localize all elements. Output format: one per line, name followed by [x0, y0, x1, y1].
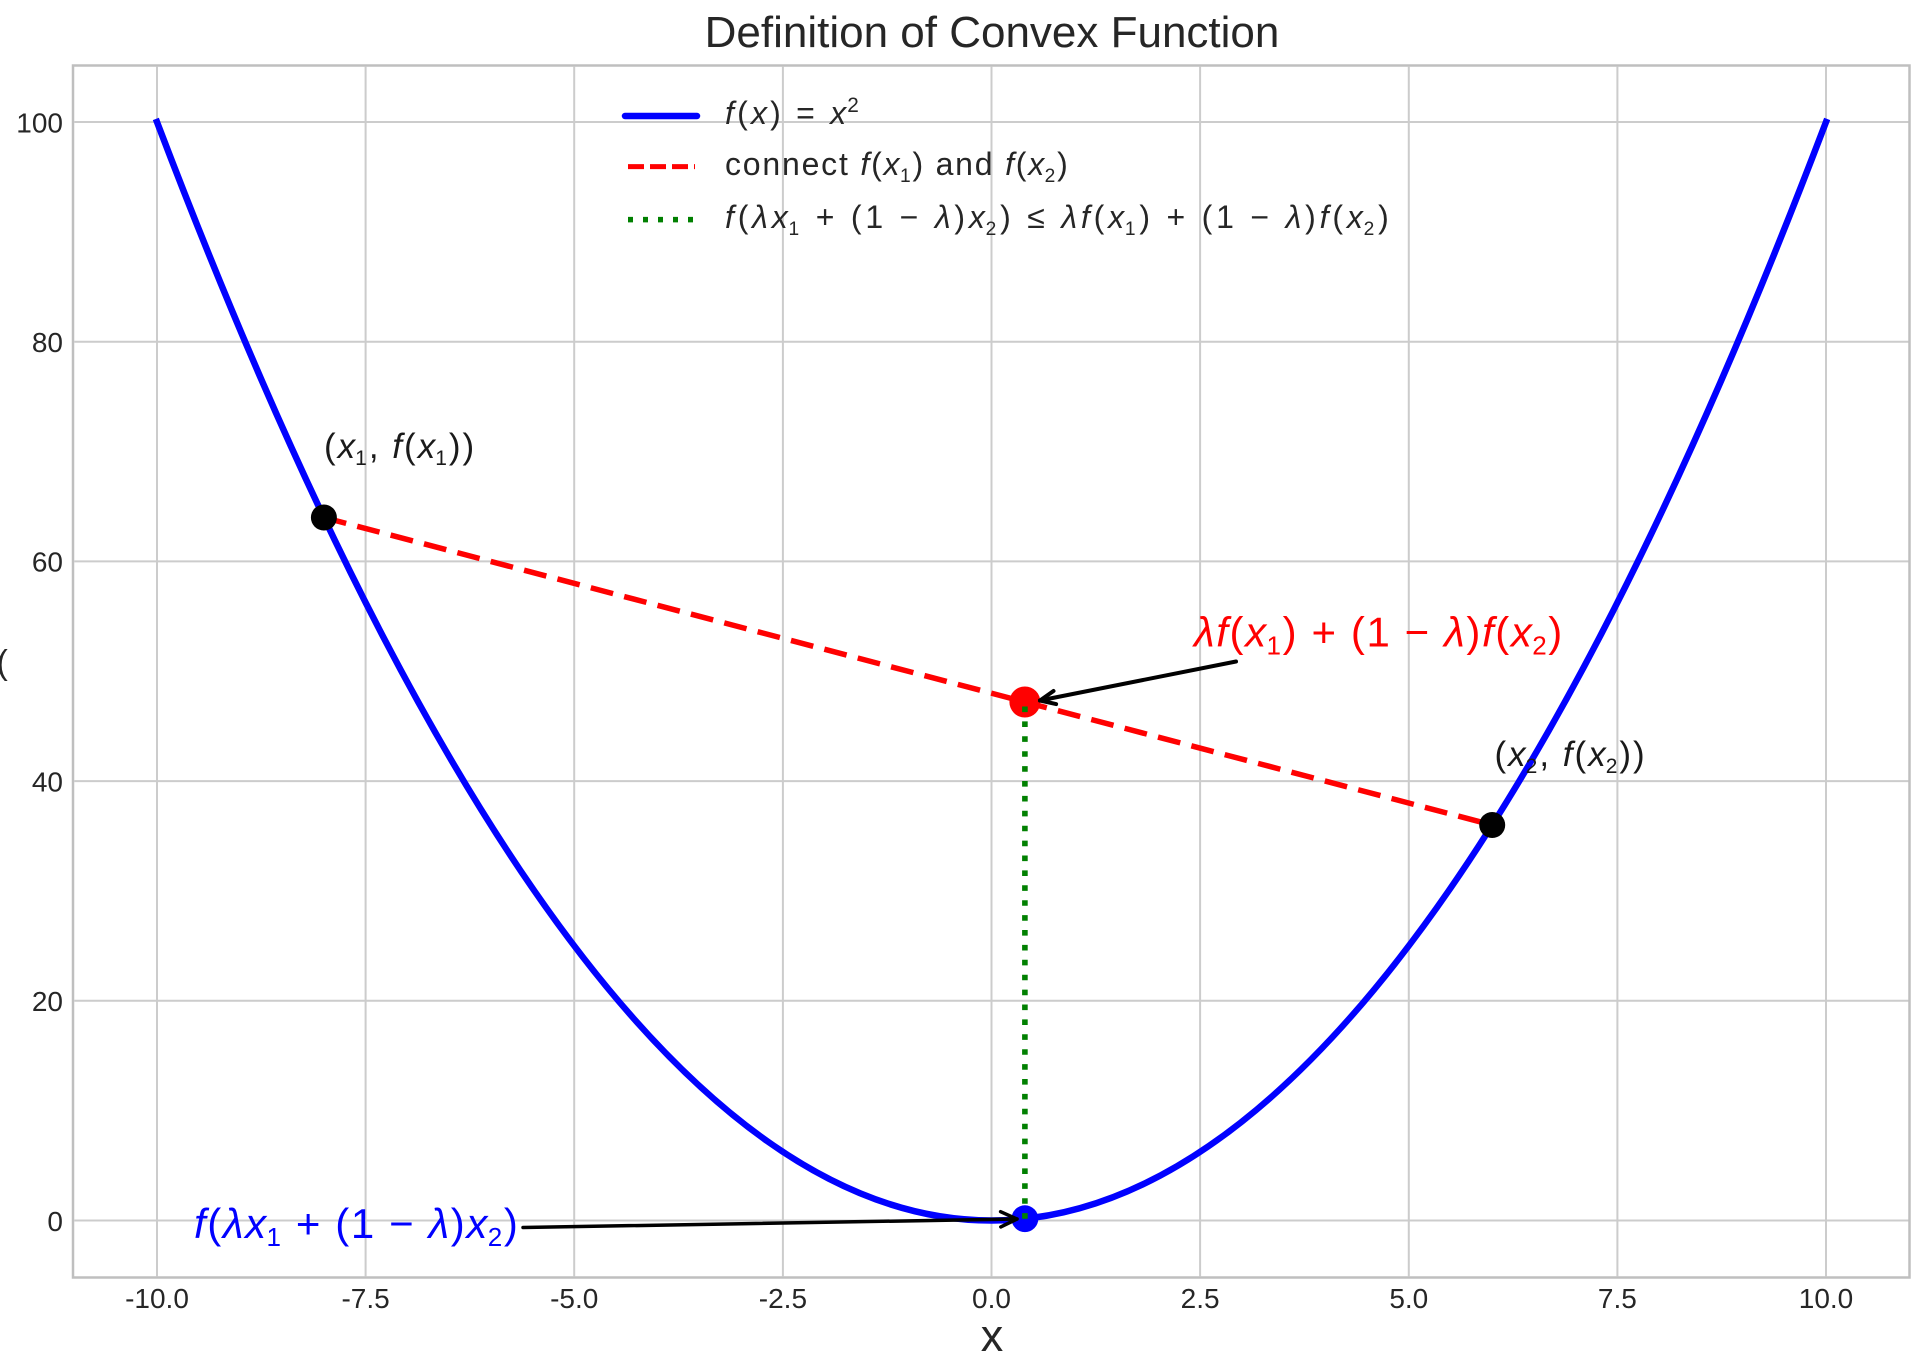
svg-text:5.0: 5.0 [1389, 1283, 1428, 1314]
svg-text:f(λx1 + (1 − λ)x2) ≤ λf(x1) +: f(λx1 + (1 − λ)x2) ≤ λf(x1) + (1 − λ)f(x… [725, 199, 1393, 240]
svg-text:100: 100 [16, 107, 63, 138]
svg-text:60: 60 [32, 547, 63, 578]
svg-text:-2.5: -2.5 [759, 1283, 807, 1314]
svg-text:7.5: 7.5 [1598, 1283, 1637, 1314]
svg-text:λf(x1) + (1 − λ)f(x2): λf(x1) + (1 − λ)f(x2) [1192, 609, 1564, 661]
svg-text:Definition of Convex Function: Definition of Convex Function [705, 8, 1280, 57]
svg-text:40: 40 [32, 766, 63, 797]
svg-text:(x2, f(x2)): (x2, f(x2)) [1495, 735, 1647, 778]
svg-text:2.5: 2.5 [1181, 1283, 1220, 1314]
svg-text:f(x) = x2: f(x) = x2 [725, 94, 862, 131]
svg-text:-5.0: -5.0 [550, 1283, 598, 1314]
svg-text:20: 20 [32, 986, 63, 1017]
svg-text:x: x [981, 1310, 1004, 1361]
svg-text:0.0: 0.0 [972, 1283, 1011, 1314]
svg-text:-7.5: -7.5 [341, 1283, 389, 1314]
svg-text:10.0: 10.0 [1799, 1283, 1854, 1314]
svg-text:(: ( [0, 644, 9, 682]
svg-text:f(λx1 + (1 − λ)x2): f(λx1 + (1 − λ)x2) [194, 1200, 519, 1252]
svg-text:-10.0: -10.0 [125, 1283, 189, 1314]
svg-text:80: 80 [32, 327, 63, 358]
svg-text:connect f(x1) and f(x2): connect f(x1) and f(x2) [725, 146, 1070, 187]
svg-text:0: 0 [47, 1206, 63, 1237]
svg-text:(x1, f(x1)): (x1, f(x1)) [324, 427, 476, 470]
